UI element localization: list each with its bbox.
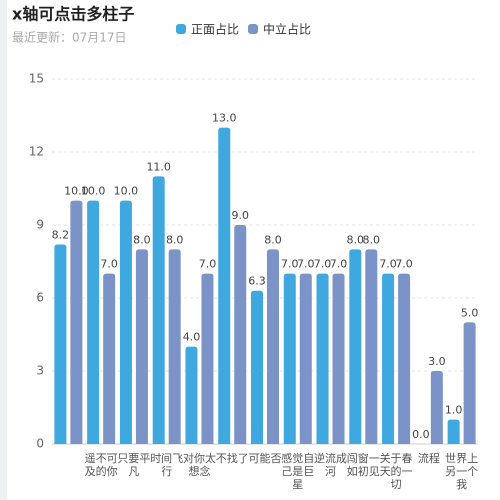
chart-subtitle: 最近更新：07月17日 bbox=[12, 30, 127, 45]
bar bbox=[398, 273, 411, 444]
value-label: 10.0 bbox=[114, 185, 139, 198]
value-label: 5.0 bbox=[461, 306, 479, 319]
value-label: 7.0 bbox=[199, 258, 217, 271]
y-tick-label: 12 bbox=[29, 145, 44, 159]
value-label: 13.0 bbox=[212, 112, 237, 125]
value-label: 3.0 bbox=[428, 355, 446, 368]
x-tick-label: 闯窗一如初见 bbox=[346, 452, 380, 478]
value-label: 8.2 bbox=[52, 228, 70, 241]
value-label: 10.0 bbox=[64, 185, 89, 198]
legend-swatch bbox=[248, 24, 258, 34]
y-tick-label: 0 bbox=[36, 437, 44, 451]
bar bbox=[267, 249, 279, 444]
bar bbox=[349, 249, 362, 444]
value-label: 8.0 bbox=[347, 233, 365, 246]
bar bbox=[365, 249, 378, 444]
bar bbox=[87, 200, 100, 444]
value-label: 9.0 bbox=[231, 209, 249, 222]
bar bbox=[218, 127, 231, 445]
bar bbox=[283, 273, 296, 444]
value-label: 7.0 bbox=[379, 258, 397, 271]
bar bbox=[103, 273, 116, 444]
bar bbox=[382, 273, 395, 444]
value-label: 7.0 bbox=[330, 258, 348, 271]
x-tick-label: 只要平凡 bbox=[117, 452, 151, 478]
value-label: 8.0 bbox=[133, 233, 151, 246]
x-tick-label: 感觉自己是巨星 bbox=[281, 452, 315, 491]
value-label: 11.0 bbox=[146, 160, 171, 173]
bar bbox=[234, 225, 247, 444]
bar bbox=[316, 273, 329, 444]
legend-swatch bbox=[176, 24, 186, 34]
y-tick-label: 15 bbox=[29, 72, 44, 86]
x-tick-label: 流程 bbox=[417, 452, 440, 465]
x-tick-label: 对你太想念 bbox=[182, 452, 216, 478]
bar bbox=[135, 249, 148, 444]
chart-title: x轴可点击多柱子 bbox=[12, 5, 134, 24]
value-label: 7.0 bbox=[314, 258, 332, 271]
bar bbox=[168, 249, 181, 444]
bar bbox=[332, 273, 345, 444]
legend-label: 中立占比 bbox=[263, 22, 311, 37]
x-tick-label: 遥不可及的你 bbox=[84, 452, 118, 478]
bar bbox=[463, 322, 476, 444]
side-strip bbox=[0, 0, 7, 500]
bar bbox=[54, 244, 67, 444]
value-label: 4.0 bbox=[183, 331, 201, 344]
x-tick-label: 逆流成河 bbox=[314, 452, 348, 478]
bar bbox=[70, 200, 83, 444]
bar bbox=[251, 290, 263, 444]
legend-label: 正面占比 bbox=[191, 22, 239, 37]
value-label: 7.0 bbox=[100, 258, 118, 271]
bar bbox=[119, 200, 132, 444]
x-tick-label: 时间飞行 bbox=[150, 452, 184, 478]
x-tick-label: 关于春天的一切 bbox=[379, 452, 413, 491]
value-label: 7.0 bbox=[395, 258, 413, 271]
value-label: 10.0 bbox=[81, 185, 106, 198]
value-label: 0.0 bbox=[412, 428, 430, 441]
bar bbox=[447, 419, 460, 444]
bar bbox=[201, 273, 214, 444]
x-tick-label: 世界上另一个我 bbox=[445, 452, 479, 491]
bar bbox=[152, 176, 165, 445]
x-tick-label: 可能否 bbox=[248, 452, 282, 465]
bar bbox=[430, 371, 443, 444]
y-tick-label: 3 bbox=[36, 364, 44, 378]
value-label: 7.0 bbox=[281, 258, 299, 271]
value-label: 6.3 bbox=[248, 275, 266, 288]
y-tick-label: 9 bbox=[36, 218, 44, 232]
value-label: 8.0 bbox=[166, 233, 184, 246]
x-tick-label: 不找了 bbox=[215, 452, 249, 465]
value-label: 1.0 bbox=[445, 404, 463, 417]
value-label: 8.0 bbox=[264, 233, 282, 246]
y-tick-label: 6 bbox=[36, 291, 44, 305]
bar bbox=[299, 273, 312, 444]
value-label: 7.0 bbox=[297, 258, 315, 271]
value-label: 8.0 bbox=[363, 233, 381, 246]
bar bbox=[185, 346, 198, 444]
